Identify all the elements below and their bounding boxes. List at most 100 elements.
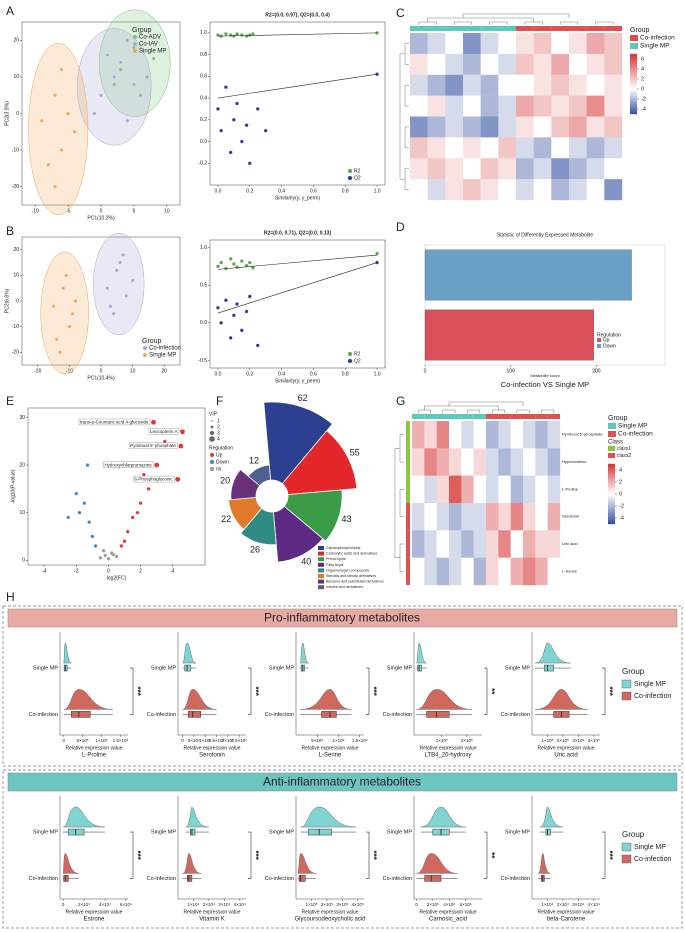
heat-cell: [586, 95, 605, 117]
heat-cell: [510, 557, 524, 586]
heat-cell: [486, 557, 499, 586]
heat-cell: [498, 448, 511, 476]
heat-cell: [533, 158, 552, 180]
legend-label: R2: [354, 168, 361, 174]
legend-label: Carboxylic acids and derivatives: [326, 552, 378, 556]
significance: ***: [251, 851, 260, 861]
legend-label: 2: [217, 424, 220, 430]
point: [145, 74, 150, 79]
x-tick-label: 0: [63, 738, 66, 743]
row-class: [406, 530, 410, 558]
heat-cell: [480, 95, 499, 117]
heat-cell: [498, 503, 511, 531]
point: [231, 313, 236, 318]
legend-swatch: [318, 568, 324, 573]
x-tick-label: 0.0: [214, 188, 221, 194]
x-axis-label: Relative expression value: [66, 909, 123, 915]
heat-cell: [510, 503, 524, 531]
point: [77, 510, 82, 515]
heat-cell: [449, 503, 462, 531]
legend-title: VIP: [209, 411, 218, 417]
colorbar-step: [608, 487, 615, 491]
heat-cell: [516, 137, 534, 159]
point: [93, 544, 98, 548]
point: [228, 335, 233, 340]
y-tick-label: 20: [13, 38, 19, 44]
row-label: L-Proline: [562, 486, 579, 491]
point: [112, 82, 117, 87]
column-group: [445, 26, 463, 31]
heat-cell: [535, 557, 548, 586]
x-tick-label: -2: [74, 568, 79, 574]
panel-letter: B: [6, 224, 14, 238]
heat-cell: [535, 421, 548, 449]
density: [535, 642, 571, 664]
x-tick-label: 2.5×10⁵: [231, 738, 247, 743]
colorbar-step: [630, 103, 637, 107]
point: [118, 67, 123, 72]
y-tick-label: 30: [19, 415, 25, 421]
dendrogram: [394, 448, 400, 558]
column-group: [516, 26, 534, 31]
colorbar-step: [608, 483, 615, 487]
point: [122, 539, 127, 544]
x-tick-label: 2×10⁵: [321, 902, 333, 907]
legend-marker: [133, 35, 137, 39]
heat-cell: [463, 74, 481, 96]
legend-swatch: [608, 431, 616, 437]
x-tick-label: -10: [32, 208, 39, 214]
point: [98, 555, 103, 560]
point: [239, 139, 244, 144]
heat-cell: [533, 95, 552, 117]
colorbar-step: [630, 83, 637, 87]
x-tick-label: 4×10⁴: [588, 902, 600, 907]
chart-title: Estrone: [84, 917, 105, 923]
heat-cell: [516, 116, 534, 138]
x-tick-label: 0.8: [342, 188, 349, 194]
x-tick-label: 20: [161, 368, 167, 374]
density: [185, 806, 209, 828]
heat-cell: [473, 557, 487, 586]
point: [82, 501, 87, 506]
x-tick-label: 2×10⁵: [557, 738, 569, 743]
point: [244, 123, 249, 128]
x-tick-label: 4×10⁵: [588, 738, 600, 743]
heat-cell: [551, 116, 570, 138]
heat-cell: [498, 74, 517, 96]
heat-cell: [516, 33, 534, 55]
y-tick-label: 10: [13, 74, 19, 80]
heat-cell: [473, 448, 487, 476]
heat-cell: [445, 116, 464, 138]
chart-title: Uric acid: [554, 753, 577, 759]
heat-cell: [498, 53, 517, 75]
heat-cell: [523, 448, 536, 476]
heat-cell: [523, 475, 536, 504]
colorbar-step: [630, 65, 637, 69]
legend-size: [211, 420, 213, 422]
significance-bracket: [248, 831, 252, 879]
colorbar-label: -4: [641, 106, 646, 112]
x-tick-label: 2×10⁴: [203, 902, 215, 907]
x-axis-label: Similarity(y, y_perm): [275, 378, 321, 384]
point: [74, 491, 79, 496]
group-label: Co-infection: [383, 712, 412, 718]
legend-swatch: [608, 453, 615, 458]
x-axis-label: PC1(10.2%): [87, 215, 115, 221]
colorbar-step: [608, 471, 615, 475]
heat-cell: [498, 33, 517, 55]
heat-cell: [604, 116, 623, 138]
legend-label: Single MP: [139, 49, 166, 55]
dendrogram: [442, 409, 456, 413]
heat-cell: [523, 557, 536, 586]
heat-cell: [516, 158, 534, 180]
legend-swatch: [621, 679, 632, 689]
point: [223, 85, 228, 90]
row-label: Uric acid: [562, 541, 578, 546]
point: [138, 93, 143, 98]
legend-label: R2: [354, 351, 361, 357]
annotation: 6-Phosphogluconic: [134, 477, 173, 482]
heat-cell: [604, 95, 623, 117]
density: [416, 689, 472, 710]
group-label: Single MP: [33, 666, 58, 672]
heat-cell: [604, 158, 623, 180]
